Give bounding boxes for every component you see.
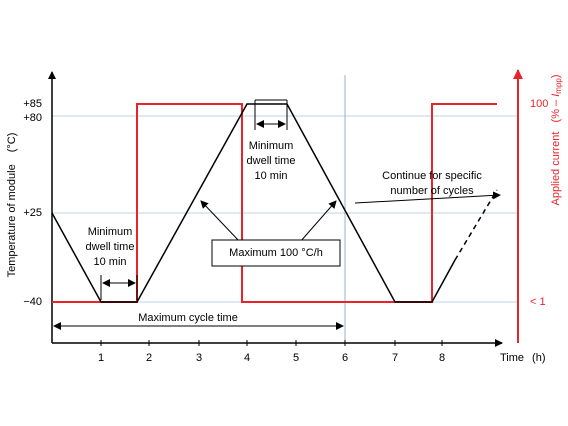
x-tick-label: 1 bbox=[98, 352, 104, 364]
temperature-profile bbox=[51, 103, 456, 303]
y2-tick-label: < 1 bbox=[530, 296, 546, 308]
y2-tick-label: 100 bbox=[530, 98, 548, 110]
cycle-label-bg bbox=[127, 310, 249, 325]
y2-axis-label: Applied current bbox=[550, 132, 562, 206]
x-tick-label: 8 bbox=[439, 352, 445, 364]
ramp-arrows bbox=[200, 191, 501, 243]
x-tick-label: 2 bbox=[146, 352, 152, 364]
x-axis-unit: (h) bbox=[532, 352, 545, 364]
y-axis-label: Temperature of module bbox=[6, 164, 18, 277]
x-axis-title: Time (h) bbox=[500, 352, 546, 364]
x-axis-label: Time bbox=[500, 352, 524, 364]
y-tick-label: +80 bbox=[23, 112, 42, 124]
x-ticks bbox=[100, 340, 443, 346]
y2-axis-unit-symbol: I bbox=[550, 94, 562, 97]
ramp-box bbox=[211, 239, 341, 267]
annotation: 10 min bbox=[254, 170, 287, 182]
annotation: Maximum 100 °C/h bbox=[229, 247, 323, 259]
y-axis-title: Temperature of module (°C) bbox=[6, 133, 18, 278]
annotation: dwell time bbox=[86, 241, 135, 253]
annotation: number of cycles bbox=[390, 185, 474, 197]
temperature-continuation bbox=[454, 189, 498, 261]
x-tick-label: 5 bbox=[293, 352, 299, 364]
annotation: Maximum cycle time bbox=[138, 312, 238, 324]
annotation: Minimum bbox=[249, 140, 294, 152]
annotation: 10 min bbox=[93, 256, 126, 268]
y-tick-label: +85 bbox=[23, 98, 42, 110]
y2-axis-unit: (% – bbox=[550, 97, 562, 123]
y2-axis-title: Applied current (% – Impp) bbox=[550, 74, 563, 205]
axes bbox=[48, 69, 523, 347]
current-profile bbox=[52, 103, 497, 303]
dwell-markers bbox=[100, 99, 288, 300]
annotation: Continue for specific bbox=[382, 170, 482, 182]
x-tick-label: 3 bbox=[196, 352, 202, 364]
x-tick-label: 4 bbox=[244, 352, 250, 364]
annotation: dwell time bbox=[247, 155, 296, 167]
y-tick-label: −40 bbox=[23, 296, 42, 308]
annotation: Minimum bbox=[88, 226, 133, 238]
y2-axis-unit-close: ) bbox=[550, 74, 562, 78]
x-tick-label: 7 bbox=[392, 352, 398, 364]
y-tick-label: +25 bbox=[23, 207, 42, 219]
y2-axis-unit-subscript: mpp bbox=[554, 78, 563, 94]
x-tick-label: 6 bbox=[342, 352, 348, 364]
y-axis-unit: (°C) bbox=[6, 133, 18, 153]
